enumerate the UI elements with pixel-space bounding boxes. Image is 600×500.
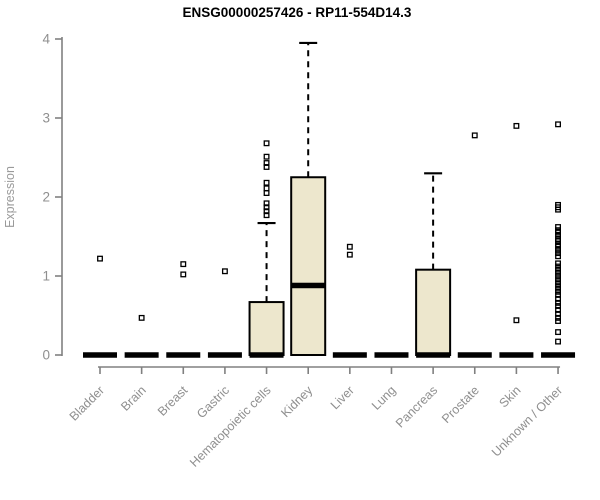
x-axis-category-label: Kidney	[278, 383, 315, 420]
outlier-point	[263, 204, 270, 211]
x-axis-category-label: Unknown / Other	[489, 383, 565, 459]
median-line	[166, 352, 201, 358]
outlier-point	[555, 263, 561, 270]
outlier-point	[263, 185, 270, 192]
median-line	[207, 352, 242, 358]
outlier-point	[221, 268, 228, 275]
y-tick-label: 1	[42, 269, 50, 284]
x-axis-category-label: Hematopoietic cells	[187, 383, 274, 470]
outlier-point	[471, 132, 478, 139]
x-axis-category-label: Prostate	[439, 383, 482, 426]
outlier-point	[180, 271, 187, 278]
x-axis-category-label: Liver	[328, 383, 357, 412]
outlier-point	[555, 338, 561, 345]
box-iqr	[290, 176, 327, 356]
outlier-point	[555, 282, 561, 289]
outlier-point	[97, 255, 103, 262]
y-tick-label: 3	[42, 111, 50, 126]
outlier-point	[555, 121, 561, 128]
outlier-point	[346, 251, 353, 258]
outlier-point	[138, 314, 145, 321]
y-tick-label: 2	[42, 190, 50, 205]
y-axis-title: Expression	[3, 166, 17, 228]
outlier-point	[513, 122, 520, 129]
outlier-point	[263, 190, 270, 196]
x-axis-category-label: Bladder	[67, 383, 107, 423]
outlier-point	[263, 164, 270, 170]
x-axis-category-label: Gastric	[194, 383, 232, 421]
outlier-point	[555, 288, 561, 295]
outlier-point	[555, 285, 561, 292]
box-iqr	[248, 301, 285, 357]
outlier-point	[555, 303, 561, 309]
median-line	[291, 282, 326, 289]
outlier-point	[263, 153, 270, 160]
outlier-point	[555, 224, 561, 230]
y-tick-label: 4	[42, 32, 50, 47]
outlier-point	[555, 273, 561, 279]
outlier-point	[180, 261, 187, 268]
median-line	[374, 352, 409, 358]
x-axis-category-label: Lung	[369, 383, 399, 413]
outlier-point	[555, 266, 561, 273]
x-axis-category-label: Breast	[155, 383, 191, 419]
median-line	[499, 352, 534, 358]
median-line	[541, 352, 576, 358]
y-tick-label: 0	[42, 348, 50, 363]
outlier-point	[513, 317, 520, 324]
median-line	[332, 352, 367, 358]
outlier-point	[555, 235, 561, 242]
outlier-point	[555, 310, 561, 317]
outlier-point	[263, 160, 270, 166]
outlier-point	[555, 260, 561, 267]
outlier-point	[263, 179, 270, 186]
outlier-point	[555, 246, 561, 253]
outlier-point	[555, 292, 561, 298]
outlier-point	[263, 200, 270, 207]
outlier-point	[555, 276, 561, 283]
outlier-point	[263, 140, 270, 147]
outlier-point	[555, 232, 561, 239]
outlier-point	[263, 208, 270, 215]
outlier-point	[555, 241, 561, 248]
outlier-point	[346, 243, 353, 250]
outlier-point	[263, 212, 270, 219]
median-line	[249, 352, 284, 358]
median-line	[416, 352, 451, 358]
outlier-point	[555, 250, 561, 257]
outlier-point	[555, 329, 561, 336]
median-line	[124, 352, 159, 358]
outlier-point	[555, 269, 561, 276]
x-axis-category-label: Pancreas	[393, 383, 440, 430]
outlier-point	[555, 318, 561, 324]
median-line	[83, 352, 117, 358]
box-iqr	[415, 268, 452, 356]
outlier-point	[555, 227, 561, 234]
outlier-point	[555, 295, 561, 302]
x-axis-category-label: Skin	[496, 383, 523, 410]
x-axis-category-label: Brain	[118, 383, 149, 414]
outlier-point	[555, 201, 561, 208]
outlier-point	[555, 253, 561, 260]
outlier-point	[555, 279, 561, 286]
median-line	[457, 352, 492, 358]
chart-title: ENSG00000257426 - RP11-554D14.3	[183, 5, 412, 20]
